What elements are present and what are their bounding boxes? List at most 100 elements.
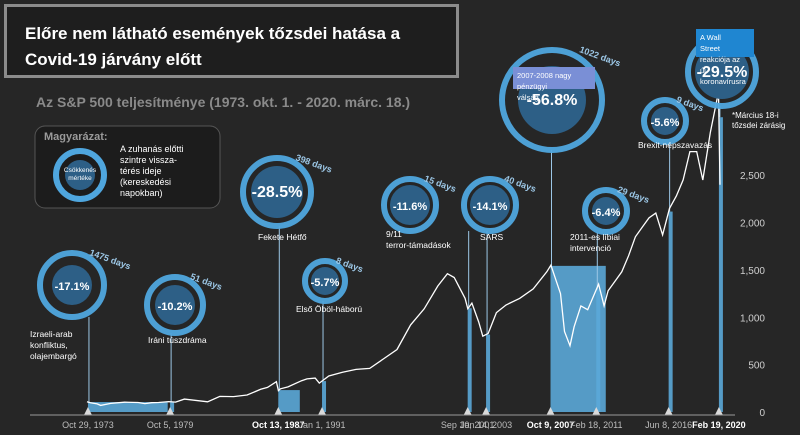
event-circle-8 <box>651 107 679 135</box>
event-circle-0 <box>52 265 92 305</box>
event-date-marker-2 <box>274 407 283 415</box>
y-tick-label: 2,000 <box>740 219 765 230</box>
event-label: terror-támadások <box>386 240 451 250</box>
event-bar-7 <box>596 289 601 412</box>
event-ring-1 <box>144 274 206 336</box>
event-circle-3 <box>311 267 339 295</box>
event-ring-0 <box>37 250 107 320</box>
event-label: Fekete Hétfő <box>258 232 307 242</box>
event-ring-6 <box>499 47 605 153</box>
legend-ring-label: mértéke <box>68 175 92 182</box>
event-decline-label: -14.1% <box>473 201 508 213</box>
event-ring-5 <box>461 176 519 234</box>
event-label: Brexit-népszavazás <box>638 140 712 150</box>
event-label-box-6 <box>513 67 595 89</box>
event-label: 2011-es líbiai <box>570 232 620 242</box>
event-label: reakciója az <box>700 55 740 64</box>
y-tick-label: 2,500 <box>740 171 765 182</box>
event-bar-0 <box>87 402 168 412</box>
event-decline-label: -6.4% <box>592 207 621 219</box>
event-ring-4 <box>381 176 439 234</box>
chart-subtitle: Az S&P 500 teljesítménye (1973. okt. 1. … <box>36 94 411 110</box>
event-date-label: Jan 1, 1991 <box>299 420 346 430</box>
legend-ring <box>53 148 107 202</box>
event-circle-9 <box>695 45 749 99</box>
event-decline-label: -5.6% <box>651 117 680 129</box>
title-box: Előre nem látható események tőzsdei hatá… <box>4 4 459 78</box>
event-bar-8 <box>668 211 673 412</box>
event-label: Első Öböl-háború <box>296 304 362 314</box>
event-ring-2 <box>240 155 314 229</box>
event-date-marker-8 <box>664 407 673 415</box>
event-bar-1 <box>170 401 175 412</box>
event-date-marker-6 <box>546 407 555 415</box>
sp500-line <box>86 91 721 407</box>
event-bar-2 <box>278 390 300 412</box>
y-tick-label: 1,000 <box>740 313 765 324</box>
event-label: válság <box>517 93 539 102</box>
event-days-label: 40 days <box>503 173 537 194</box>
event-date-label: Feb 19, 2020 <box>692 420 746 430</box>
legend-text: napokban) <box>120 188 163 198</box>
event-label: koronavírusra <box>700 77 747 86</box>
event-decline-label: -29.5% <box>697 64 748 81</box>
event-label: Street <box>700 44 721 53</box>
event-date-label: Oct 5, 1979 <box>147 420 194 430</box>
event-ring-3 <box>302 258 348 304</box>
event-label-box-9 <box>696 29 754 57</box>
event-label: új <box>700 66 706 75</box>
event-label: pénzügyi <box>517 82 547 91</box>
event-date-label: Oct 13, 1987 <box>252 420 305 430</box>
event-date-label: Oct 29, 1973 <box>62 420 114 430</box>
event-decline-label: -28.5% <box>252 184 303 201</box>
event-date-label: Jun 8, 2016 <box>645 420 692 430</box>
event-ring-7 <box>582 187 630 235</box>
event-decline-label: -11.6% <box>393 201 427 213</box>
event-decline-label: -10.2% <box>158 301 193 313</box>
event-date-marker-0 <box>83 407 92 415</box>
event-circle-2 <box>251 166 303 218</box>
legend-text: szintre vissza- <box>120 155 177 165</box>
event-label: olajembargó <box>30 351 77 361</box>
event-label: 9/11 <box>386 229 402 239</box>
event-date-marker-3 <box>318 407 327 415</box>
event-decline-label: -56.8% <box>527 92 578 109</box>
event-date-label: Feb 18, 2011 <box>570 420 622 430</box>
event-date-label: Sep 10, 2001 <box>441 420 495 430</box>
chart-title: Előre nem látható események tőzsdei hatá… <box>25 24 401 69</box>
event-date-marker-7 <box>592 407 601 415</box>
y-tick-label: 500 <box>748 361 765 372</box>
event-decline-label: -17.1% <box>55 281 90 293</box>
event-decline-label: -5.7% <box>311 277 340 289</box>
event-bar-9 <box>718 117 723 412</box>
event-days-label: 29 days <box>616 184 650 205</box>
event-date-label: Jan 14, 2003 <box>460 420 512 430</box>
event-days-label: 15 days <box>423 173 457 194</box>
event-label: intervenció <box>570 243 611 253</box>
event-label: Iráni túszdráma <box>148 335 207 345</box>
event-bar-3 <box>322 381 327 412</box>
event-date-marker-9 <box>714 407 723 415</box>
event-label: Izraeli-arab <box>30 329 73 339</box>
event-label: konfliktus, <box>30 340 68 350</box>
note-text: *Március 18-i <box>732 111 779 120</box>
legend-text: térés ideje <box>120 166 162 176</box>
legend-circle <box>65 160 95 190</box>
legend-title: Magyarázat: <box>44 131 108 143</box>
event-date-marker-4 <box>463 407 472 415</box>
event-days-label: 8 days <box>335 255 365 274</box>
y-tick-label: 1,500 <box>740 266 765 277</box>
legend-ring-label: Csökkenés <box>64 167 97 174</box>
event-date-label: Oct 9, 2007 <box>527 420 575 430</box>
event-bar-4 <box>467 308 472 412</box>
event-circle-5 <box>470 185 510 225</box>
event-label: 2007-2008 nagy <box>517 71 571 80</box>
note-text: tőzsdei zárásig <box>732 121 785 130</box>
legend-text: A zuhanás előtti <box>120 144 184 154</box>
event-label: A Wall <box>700 33 721 42</box>
event-date-marker-5 <box>482 407 491 415</box>
event-ring-8 <box>641 97 689 145</box>
event-circle-1 <box>155 285 195 325</box>
